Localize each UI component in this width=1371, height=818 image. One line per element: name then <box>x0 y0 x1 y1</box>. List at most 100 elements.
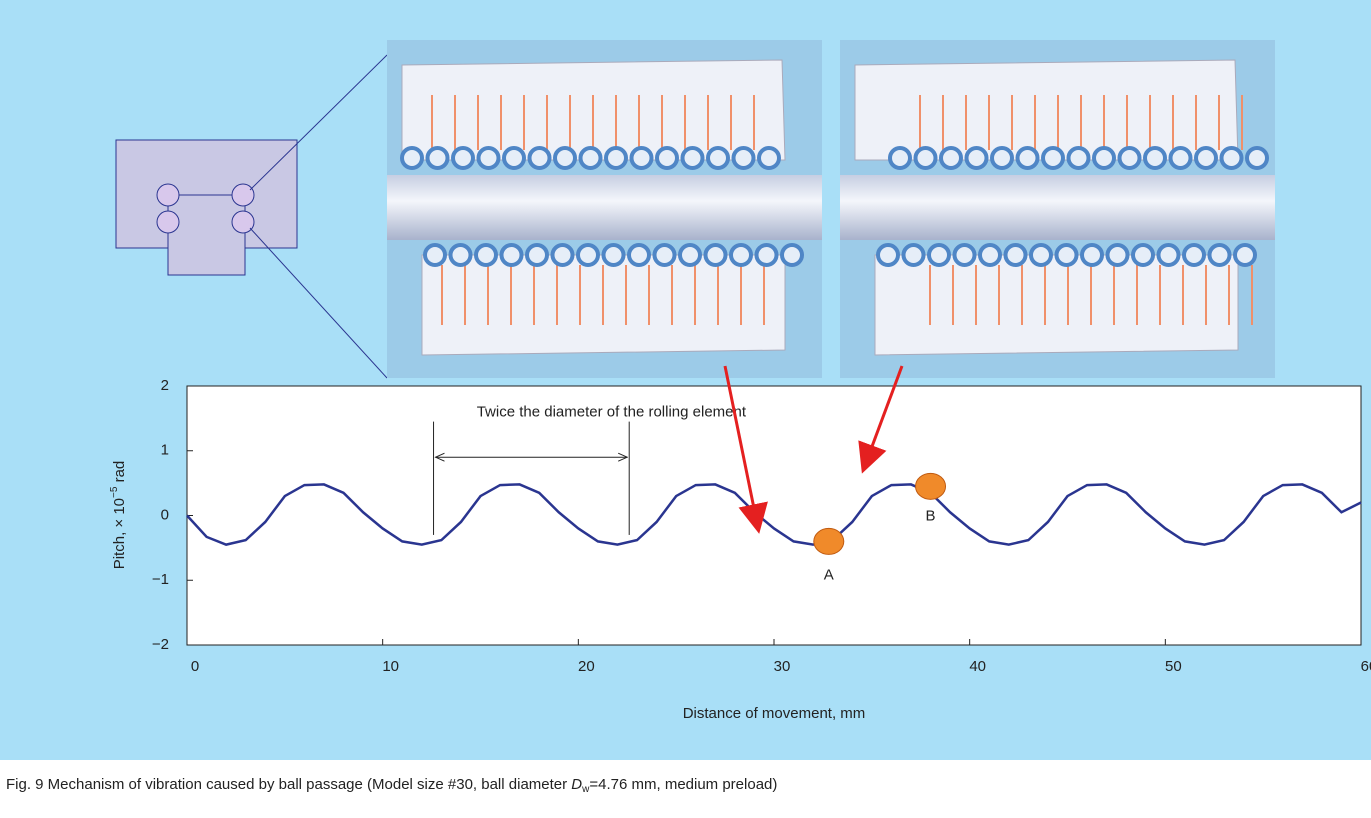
arrow-a <box>723 365 768 534</box>
ball <box>550 243 575 267</box>
point-label: B <box>926 507 936 524</box>
ball <box>655 146 679 170</box>
ball <box>425 146 450 170</box>
ball <box>1194 146 1218 170</box>
ball <box>1003 243 1028 267</box>
caption-sub: w <box>581 784 590 795</box>
ball <box>1105 243 1130 267</box>
ball <box>423 243 447 267</box>
ball <box>927 243 951 267</box>
point <box>915 472 947 500</box>
ball <box>913 146 938 170</box>
plot-area <box>186 385 1362 646</box>
ball <box>939 146 963 170</box>
x-axis-label: Distance of movement, mm <box>683 705 866 722</box>
ball <box>1015 146 1040 170</box>
ball <box>1029 243 1053 267</box>
ball <box>1207 243 1232 267</box>
ball <box>1156 243 1181 267</box>
point-label: A <box>824 566 834 583</box>
ball <box>780 243 804 267</box>
ball <box>1066 146 1091 170</box>
ball <box>476 146 501 170</box>
ball <box>729 243 753 267</box>
ball <box>652 243 677 267</box>
zoom-image <box>840 40 1275 378</box>
ball <box>678 243 702 267</box>
ball <box>601 243 626 267</box>
series-line <box>186 483 1362 546</box>
ball <box>448 243 473 267</box>
ball <box>627 243 651 267</box>
x-tick-label: 20 <box>578 658 595 675</box>
caption-symbol: D <box>571 776 582 793</box>
ball <box>1233 243 1257 267</box>
ball <box>629 146 654 170</box>
ball <box>1182 243 1206 267</box>
ball <box>888 146 912 170</box>
ball <box>400 146 424 170</box>
y-tick-label: 1 <box>161 442 169 459</box>
ball <box>499 243 524 267</box>
y-tick-label: −2 <box>152 636 169 653</box>
ball <box>604 146 628 170</box>
ball <box>525 243 549 267</box>
chart-layer: −2−10120102030405060Twice the diameter o… <box>152 377 1371 675</box>
rail <box>840 175 1275 240</box>
ball <box>1117 146 1142 170</box>
x-tick-label: 40 <box>969 658 986 675</box>
ball <box>1092 146 1116 170</box>
ball <box>964 146 989 170</box>
ball <box>952 243 977 267</box>
ball <box>754 243 779 267</box>
ball <box>578 146 603 170</box>
ball <box>1219 146 1244 170</box>
y-axis-label: Pitch, × 10−5 rad <box>109 461 128 570</box>
y-label-unit: rad <box>111 461 128 487</box>
x-tick-label: 50 <box>1165 658 1182 675</box>
ball <box>1054 243 1079 267</box>
y-tick-label: −1 <box>152 571 169 588</box>
point <box>813 527 845 555</box>
rail <box>387 175 822 240</box>
caption-bg <box>0 760 1371 813</box>
x-tick-label: 10 <box>382 658 399 675</box>
ball <box>731 146 756 170</box>
ball <box>1131 243 1155 267</box>
ball <box>451 146 475 170</box>
caption: Fig. 9 Mechanism of vibration caused by … <box>6 776 777 795</box>
ball <box>576 243 600 267</box>
ball <box>1245 146 1269 170</box>
ball <box>876 243 900 267</box>
ball <box>1168 146 1193 170</box>
ball <box>474 243 498 267</box>
x-tick-label: 30 <box>774 658 791 675</box>
block-diagram <box>115 54 388 379</box>
y-label-text: Pitch, × 10 <box>111 498 128 569</box>
ball <box>1041 146 1065 170</box>
ball <box>1143 146 1167 170</box>
ball <box>553 146 577 170</box>
ball <box>680 146 705 170</box>
span-label: Twice the diameter of the rolling elemen… <box>477 403 747 420</box>
caption-text: Fig. 9 Mechanism of vibration caused by … <box>6 776 571 793</box>
x-tick-label: 60 <box>1361 658 1371 675</box>
x-tick-label: 0 <box>191 658 199 675</box>
ball <box>901 243 926 267</box>
arrow-b <box>858 365 904 474</box>
y-tick-label: 2 <box>161 377 169 394</box>
ball <box>502 146 526 170</box>
y-tick-label: 0 <box>161 506 169 523</box>
ball <box>1080 243 1104 267</box>
zoom-images <box>387 40 1275 378</box>
ball <box>703 243 728 267</box>
ball <box>527 146 552 170</box>
ball <box>706 146 730 170</box>
ball <box>757 146 781 170</box>
caption-text: =4.76 mm, medium preload) <box>589 776 777 793</box>
carriage-top <box>854 59 1239 161</box>
ball <box>990 146 1014 170</box>
zoom-image <box>387 40 822 378</box>
y-label-exp: −5 <box>109 486 120 498</box>
